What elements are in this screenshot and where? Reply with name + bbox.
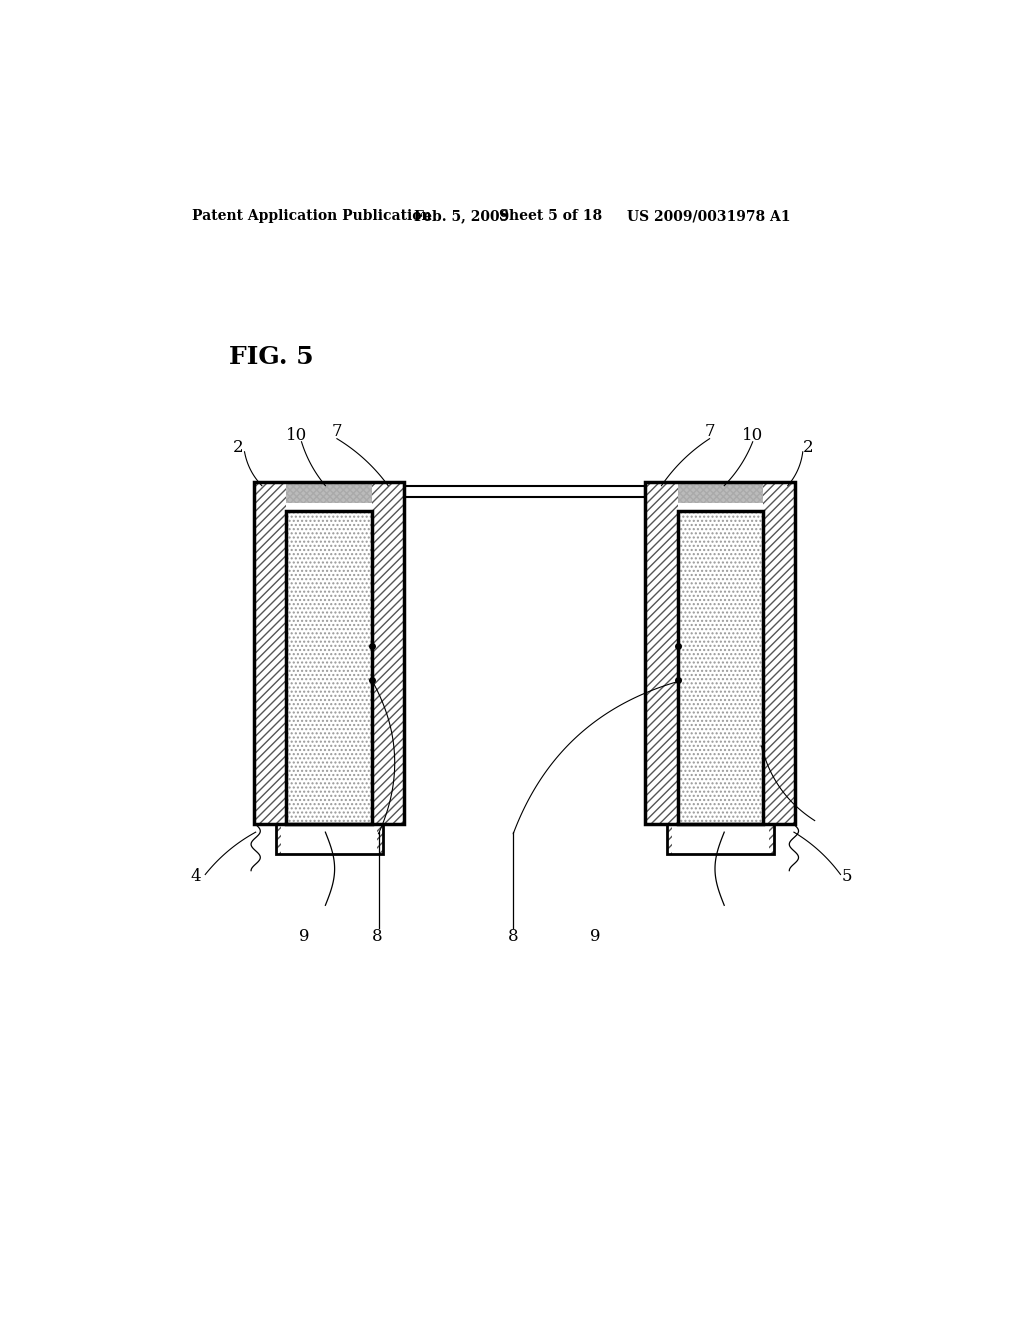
Bar bbox=[645, 482, 678, 825]
Bar bbox=[678, 511, 763, 825]
Bar bbox=[404, 486, 645, 498]
Text: Sheet 5 of 18: Sheet 5 of 18 bbox=[499, 209, 602, 223]
Bar bbox=[378, 825, 383, 854]
Text: 9: 9 bbox=[590, 928, 600, 945]
Bar bbox=[667, 825, 672, 854]
Bar bbox=[667, 825, 672, 854]
Bar bbox=[372, 482, 404, 825]
Bar bbox=[254, 482, 287, 825]
Bar bbox=[287, 482, 372, 503]
Text: 8: 8 bbox=[508, 928, 518, 945]
Text: 8: 8 bbox=[372, 928, 382, 945]
Text: 2: 2 bbox=[803, 438, 813, 455]
Bar bbox=[275, 825, 282, 854]
Bar bbox=[678, 482, 763, 503]
Bar bbox=[275, 825, 383, 854]
Text: 5: 5 bbox=[842, 867, 852, 884]
Text: 4: 4 bbox=[190, 867, 202, 884]
Bar bbox=[254, 482, 404, 825]
Text: 7: 7 bbox=[705, 424, 715, 441]
Bar bbox=[645, 482, 678, 825]
Text: Feb. 5, 2009: Feb. 5, 2009 bbox=[414, 209, 509, 223]
Bar bbox=[678, 482, 763, 503]
Bar bbox=[645, 482, 796, 825]
Bar bbox=[254, 482, 287, 825]
Bar bbox=[372, 482, 404, 825]
Bar bbox=[287, 511, 372, 825]
Bar bbox=[678, 511, 763, 825]
Text: FIG. 5: FIG. 5 bbox=[229, 345, 313, 370]
Bar bbox=[287, 511, 372, 825]
Text: 9: 9 bbox=[299, 928, 309, 945]
Bar bbox=[378, 825, 383, 854]
Text: US 2009/0031978 A1: US 2009/0031978 A1 bbox=[628, 209, 791, 223]
Bar bbox=[275, 825, 282, 854]
Text: 7: 7 bbox=[332, 424, 342, 441]
Bar bbox=[763, 482, 796, 825]
Text: 10: 10 bbox=[742, 428, 763, 444]
Text: Patent Application Publication: Patent Application Publication bbox=[193, 209, 432, 223]
Text: 10: 10 bbox=[286, 428, 307, 444]
Bar bbox=[678, 511, 763, 825]
Bar bbox=[287, 511, 372, 825]
Bar bbox=[287, 482, 372, 503]
Bar bbox=[768, 825, 774, 854]
Bar bbox=[768, 825, 774, 854]
Bar bbox=[667, 825, 774, 854]
Text: 2: 2 bbox=[233, 438, 244, 455]
Bar bbox=[763, 482, 796, 825]
